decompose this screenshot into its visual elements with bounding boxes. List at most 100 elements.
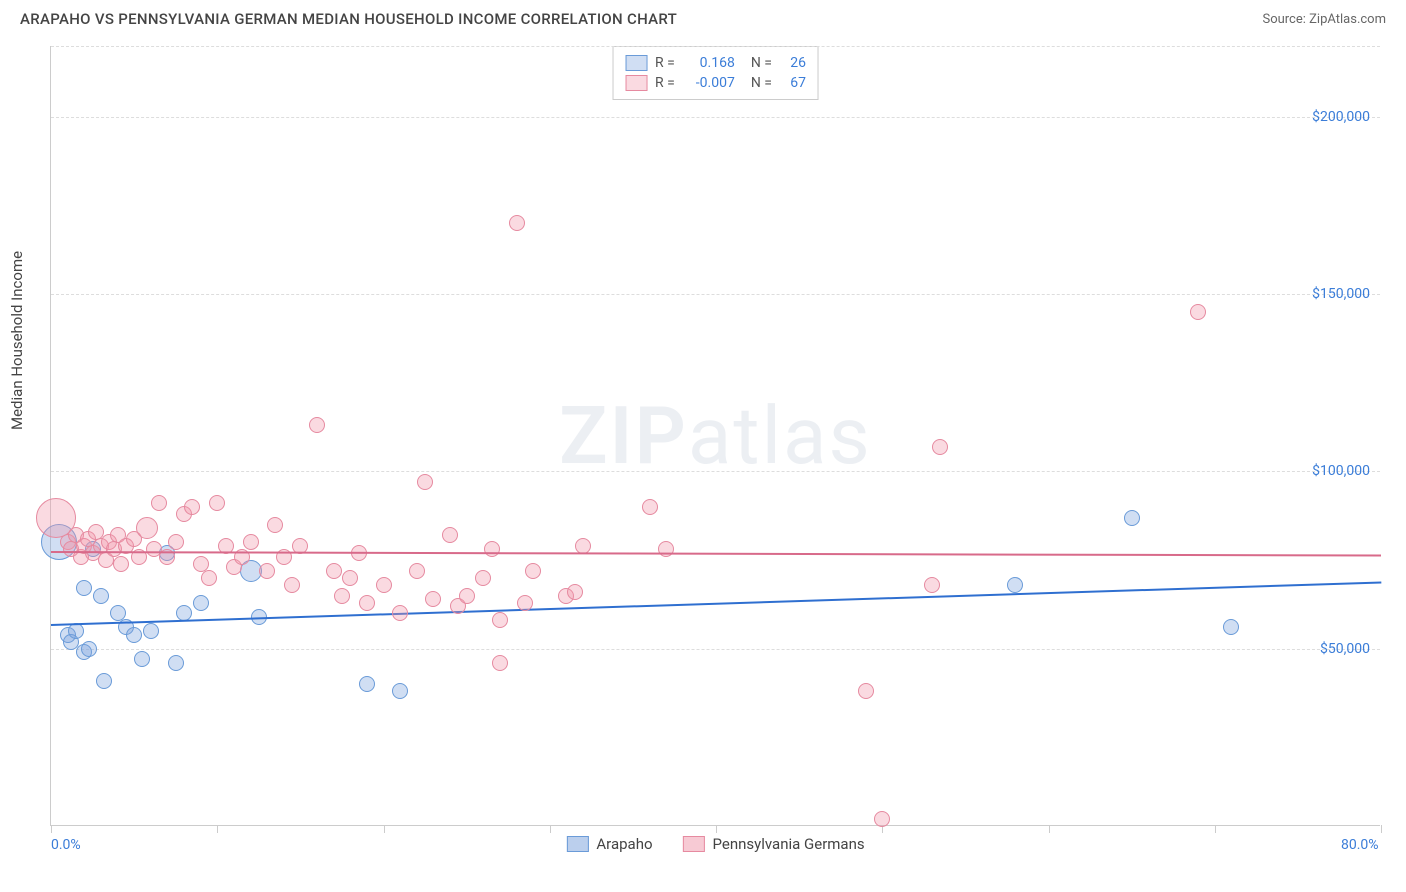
watermark-text: ZIPatlas	[559, 389, 872, 483]
x-tick	[1049, 825, 1050, 833]
gridline-horizontal	[51, 117, 1380, 118]
stats-row: R = -0.007 N = 67	[625, 73, 806, 93]
data-point	[209, 495, 225, 511]
watermark-rest: atlas	[688, 389, 872, 483]
data-point	[475, 570, 491, 586]
data-point	[168, 655, 184, 671]
x-tick	[1381, 825, 1382, 833]
source-value: ZipAtlas.com	[1309, 12, 1386, 27]
data-point	[924, 577, 940, 593]
y-tick-label: $50,000	[1320, 641, 1370, 657]
data-point	[326, 563, 342, 579]
data-point	[93, 588, 109, 604]
data-point	[409, 563, 425, 579]
data-point	[201, 570, 217, 586]
x-tick-label: 80.0%	[1341, 837, 1379, 853]
gridline-horizontal	[51, 649, 1380, 650]
data-point	[492, 655, 508, 671]
data-point	[359, 595, 375, 611]
data-point	[874, 811, 890, 827]
scatter-chart: ZIPatlas R =0.168N =26R =-0.007N =67 Ara…	[50, 46, 1380, 826]
data-point	[126, 627, 142, 643]
stat-n-value: 26	[780, 55, 806, 71]
stat-n-label: N =	[751, 75, 772, 91]
stat-r-label: R =	[655, 55, 675, 71]
x-tick	[217, 825, 218, 833]
x-tick-label: 0.0%	[51, 837, 81, 853]
data-point	[642, 499, 658, 515]
data-point	[492, 612, 508, 628]
data-point	[193, 595, 209, 611]
data-point	[184, 499, 200, 515]
data-point	[417, 474, 433, 490]
legend-label: Arapaho	[596, 835, 652, 853]
data-point	[259, 563, 275, 579]
data-point	[442, 527, 458, 543]
data-point	[359, 676, 375, 692]
data-point	[151, 495, 167, 511]
stat-n-label: N =	[751, 55, 772, 71]
x-tick	[51, 825, 52, 833]
data-point	[134, 651, 150, 667]
data-point	[334, 588, 350, 604]
x-tick	[550, 825, 551, 833]
data-point	[1190, 304, 1206, 320]
legend-item: Arapaho	[566, 835, 652, 853]
data-point	[267, 517, 283, 533]
data-point	[168, 534, 184, 550]
data-point	[858, 683, 874, 699]
gridline-horizontal	[51, 46, 1380, 47]
x-tick	[384, 825, 385, 833]
chart-header: ARAPAHO VS PENNSYLVANIA GERMAN MEDIAN HO…	[0, 0, 1406, 36]
watermark-bold: ZIP	[559, 389, 688, 483]
correlation-stats-legend: R = 0.168 N = 26 R = -0.007 N = 67	[612, 46, 819, 100]
trend-line	[51, 551, 1381, 557]
legend-label: Pennsylvania Germans	[713, 835, 865, 853]
data-point	[484, 541, 500, 557]
legend-item: Pennsylvania Germans	[683, 835, 865, 853]
gridline-horizontal	[51, 471, 1380, 472]
data-point	[342, 570, 358, 586]
data-point	[113, 556, 129, 572]
trend-line	[51, 581, 1381, 626]
source-attribution: Source: ZipAtlas.com	[1262, 12, 1386, 27]
legend-swatch	[683, 836, 705, 852]
y-tick-label: $200,000	[1312, 109, 1370, 125]
source-label: Source:	[1262, 12, 1309, 27]
data-point	[932, 439, 948, 455]
legend-swatch	[625, 75, 647, 91]
chart-title: ARAPAHO VS PENNSYLVANIA GERMAN MEDIAN HO…	[20, 10, 677, 28]
data-point	[1223, 619, 1239, 635]
data-point	[1124, 510, 1140, 526]
data-point	[509, 215, 525, 231]
data-point	[376, 577, 392, 593]
legend-swatch	[566, 836, 588, 852]
stats-row: R = 0.168 N = 26	[625, 53, 806, 73]
data-point	[81, 641, 97, 657]
legend-swatch	[625, 55, 647, 71]
x-tick	[1215, 825, 1216, 833]
series-legend: Arapaho Pennsylvania Germans	[566, 835, 864, 853]
data-point	[243, 534, 259, 550]
stat-r-value: -0.007	[683, 75, 735, 91]
data-point	[392, 683, 408, 699]
data-point	[392, 605, 408, 621]
data-point	[567, 584, 583, 600]
stat-n-value: 67	[780, 75, 806, 91]
stat-r-label: R =	[655, 75, 675, 91]
y-tick-label: $150,000	[1312, 286, 1370, 302]
data-point	[96, 673, 112, 689]
data-point	[1007, 577, 1023, 593]
gridline-horizontal	[51, 294, 1380, 295]
stat-r-value: 0.168	[683, 55, 735, 71]
data-point	[68, 623, 84, 639]
data-point	[425, 591, 441, 607]
data-point	[525, 563, 541, 579]
y-axis-label: Median Household Income	[8, 251, 26, 430]
data-point	[309, 417, 325, 433]
y-tick-label: $100,000	[1312, 463, 1370, 479]
x-tick	[716, 825, 717, 833]
data-point	[136, 517, 158, 539]
data-point	[143, 623, 159, 639]
data-point	[459, 588, 475, 604]
